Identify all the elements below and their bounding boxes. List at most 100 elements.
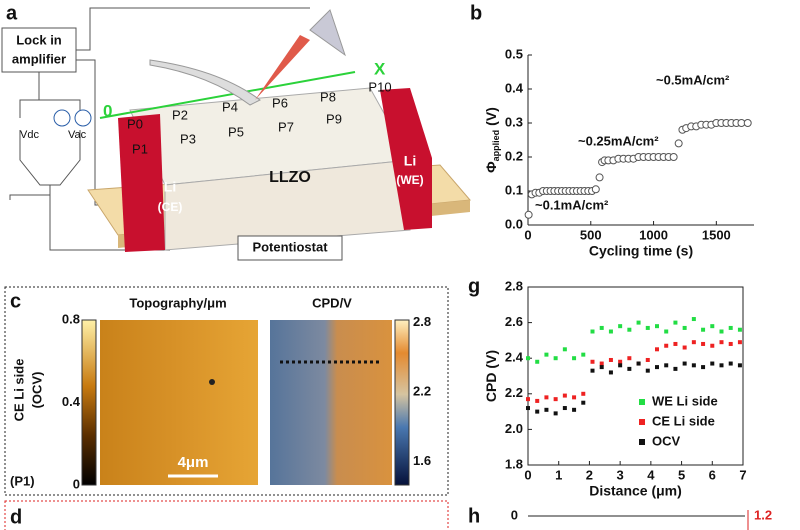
point	[728, 361, 733, 366]
point	[581, 400, 586, 405]
legend-label: OCV	[652, 433, 681, 448]
charts: 0.0 0.1 0.2 0.3 0.4 0.5 0 500 1000 1500 Cycling ti…	[483, 46, 754, 499]
point	[526, 397, 530, 402]
map-title: Topography/μm	[129, 295, 226, 310]
laser	[255, 35, 310, 100]
legend-swatch	[639, 419, 645, 425]
colorbar-tick-label: 2.8	[413, 314, 431, 329]
colorbar	[394, 319, 410, 486]
y-tick-label: 2.6	[505, 314, 523, 329]
point	[682, 345, 687, 350]
point	[636, 320, 641, 325]
point	[572, 395, 577, 400]
point	[645, 357, 650, 362]
point	[719, 340, 724, 345]
topography-map	[100, 320, 258, 485]
panel-label: a	[6, 2, 18, 24]
electrode	[380, 88, 432, 230]
point	[701, 327, 706, 332]
annotation: ~0.1mA/cm²	[535, 197, 609, 212]
point	[562, 393, 567, 398]
scan-axis	[99, 71, 356, 119]
x-tick-label: 0	[524, 467, 531, 482]
point	[608, 329, 613, 334]
point	[691, 340, 696, 345]
panel-label: c	[10, 290, 21, 312]
y-tick-label: 0.5	[505, 46, 523, 61]
label: LLZO	[269, 169, 311, 186]
point	[691, 317, 696, 322]
annotation: ~0.25mA/cm²	[578, 133, 659, 148]
point	[544, 352, 549, 357]
point	[636, 361, 641, 366]
point	[743, 119, 752, 127]
point	[595, 173, 604, 182]
label: Li	[404, 153, 416, 169]
point	[664, 329, 669, 334]
point	[710, 361, 715, 366]
feature	[209, 379, 215, 385]
tick-label: 1.2	[754, 507, 772, 522]
point-label: P0	[127, 116, 143, 131]
point-label: P6	[272, 95, 288, 110]
point	[544, 395, 549, 400]
x-tick-label: 4	[647, 467, 655, 482]
point	[618, 359, 623, 364]
point	[581, 352, 586, 357]
tick-label: 0	[511, 507, 518, 522]
label: X	[374, 59, 386, 78]
point	[562, 406, 567, 411]
point-label: P1	[132, 141, 148, 156]
source	[53, 109, 71, 127]
label: 0	[103, 101, 112, 120]
point	[645, 368, 650, 373]
x-axis-label: Cycling time (s)	[589, 243, 693, 259]
electrode	[118, 114, 165, 252]
x-tick-label: 3	[617, 467, 624, 482]
label: amplifier	[12, 51, 66, 66]
point	[627, 356, 632, 361]
x-tick-label: 5	[678, 467, 685, 482]
point	[701, 341, 706, 346]
y-axis-label-part: applied	[491, 130, 501, 162]
x-tick-label: 500	[580, 227, 602, 242]
point	[590, 359, 595, 364]
point-label: P7	[278, 119, 294, 134]
point	[691, 363, 696, 368]
point	[608, 370, 613, 375]
point	[645, 325, 650, 330]
panel-label: h	[468, 505, 480, 527]
point	[618, 324, 623, 329]
point	[599, 361, 604, 366]
y-tick-label: 2.0	[505, 421, 523, 436]
potentiostat-box	[237, 235, 343, 261]
point	[553, 411, 558, 416]
cpd-map	[270, 320, 392, 485]
panel-label: g	[468, 275, 480, 297]
point	[618, 363, 623, 368]
x-tick-label: 6	[709, 467, 716, 482]
point	[572, 356, 577, 361]
point	[728, 341, 733, 346]
legend-swatch	[639, 439, 645, 445]
y-axis-label-part: (V)	[483, 107, 499, 126]
point-label: P9	[326, 111, 342, 126]
point	[599, 325, 604, 330]
legend-swatch	[639, 399, 645, 405]
point	[719, 363, 724, 368]
annotation: ~0.5mA/cm²	[656, 72, 730, 87]
panel-label: d	[10, 506, 22, 528]
amplifier-box	[1, 27, 77, 73]
point	[553, 397, 558, 402]
point	[572, 407, 577, 412]
point	[655, 347, 659, 352]
point-label: P4	[222, 99, 238, 114]
wire	[9, 7, 310, 251]
point	[599, 365, 604, 370]
point	[608, 357, 613, 362]
y-axis-label: CPD (V)	[483, 350, 499, 402]
point	[737, 340, 742, 345]
panel-label: b	[470, 2, 482, 24]
label: Li	[164, 179, 176, 195]
